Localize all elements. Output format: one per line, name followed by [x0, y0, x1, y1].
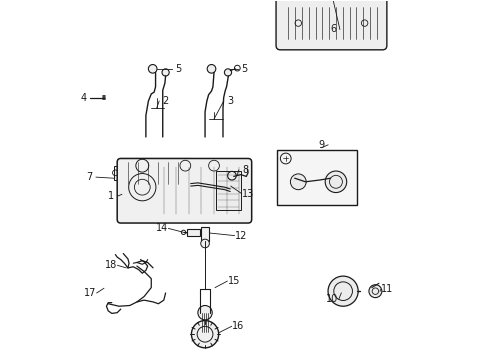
Bar — [215, 171, 241, 211]
Text: 6: 6 — [330, 24, 336, 35]
Circle shape — [207, 64, 215, 73]
Bar — [113, 166, 120, 180]
FancyBboxPatch shape — [276, 0, 386, 50]
Circle shape — [227, 171, 236, 180]
Text: 5: 5 — [175, 64, 181, 74]
Text: 8: 8 — [242, 165, 248, 175]
Circle shape — [224, 69, 231, 76]
Text: 5: 5 — [241, 64, 247, 74]
Text: 3: 3 — [226, 96, 233, 106]
Circle shape — [162, 69, 169, 76]
Circle shape — [198, 306, 212, 320]
Text: 17: 17 — [84, 288, 96, 298]
Text: 12: 12 — [234, 231, 246, 240]
Bar — [187, 229, 199, 235]
Text: 4: 4 — [81, 93, 87, 103]
Bar — [187, 166, 194, 180]
Text: 16: 16 — [231, 321, 244, 331]
Text: 13: 13 — [242, 189, 254, 199]
Bar — [201, 226, 209, 241]
Text: 2: 2 — [162, 96, 168, 106]
Text: 9: 9 — [318, 140, 324, 150]
FancyBboxPatch shape — [117, 158, 251, 223]
Bar — [119, 158, 188, 187]
Circle shape — [191, 320, 218, 348]
Text: 14: 14 — [156, 224, 168, 233]
Text: 18: 18 — [105, 260, 117, 270]
Bar — [276, 149, 357, 205]
Circle shape — [368, 285, 381, 298]
Text: 1: 1 — [108, 191, 114, 201]
Text: 10: 10 — [325, 294, 338, 304]
Text: 7: 7 — [86, 172, 93, 182]
Circle shape — [201, 239, 209, 248]
Circle shape — [148, 64, 157, 73]
Circle shape — [290, 174, 305, 190]
Text: 11: 11 — [380, 284, 392, 294]
Text: 15: 15 — [227, 276, 240, 286]
Circle shape — [327, 276, 357, 306]
Circle shape — [325, 171, 346, 193]
